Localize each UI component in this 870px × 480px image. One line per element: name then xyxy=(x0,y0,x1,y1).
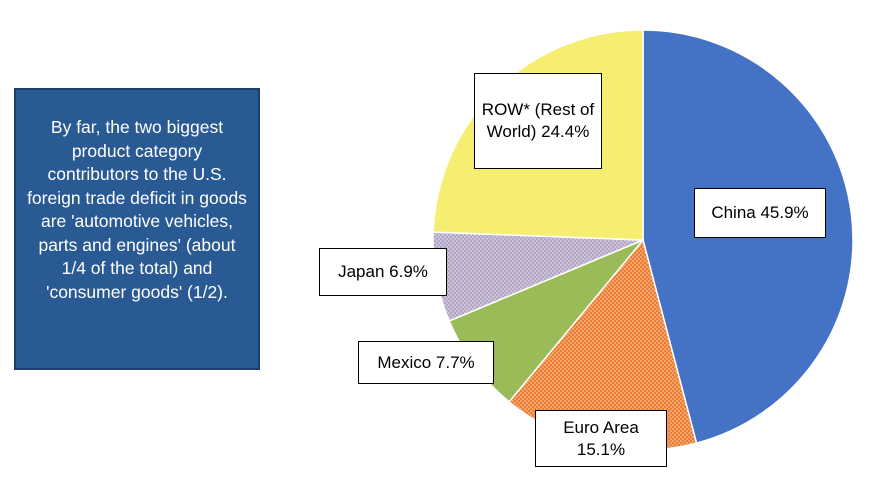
annotation-box: By far, the two biggest product category… xyxy=(14,88,260,370)
label-japan: Japan 6.9% xyxy=(319,248,447,296)
label-row-text: ROW* (Rest of World) 24.4% xyxy=(481,100,595,141)
label-mexico: Mexico 7.7% xyxy=(358,341,494,384)
label-china-text: China 45.9% xyxy=(711,203,809,222)
annotation-text: By far, the two biggest product category… xyxy=(27,117,247,302)
label-euro-text: Euro Area 15.1% xyxy=(563,417,639,459)
label-euro: Euro Area 15.1% xyxy=(535,410,667,467)
label-row: ROW* (Rest of World) 24.4% xyxy=(474,73,602,169)
label-japan-text: Japan 6.9% xyxy=(338,262,428,281)
label-mexico-text: Mexico 7.7% xyxy=(377,352,475,372)
label-china: China 45.9% xyxy=(694,188,826,238)
